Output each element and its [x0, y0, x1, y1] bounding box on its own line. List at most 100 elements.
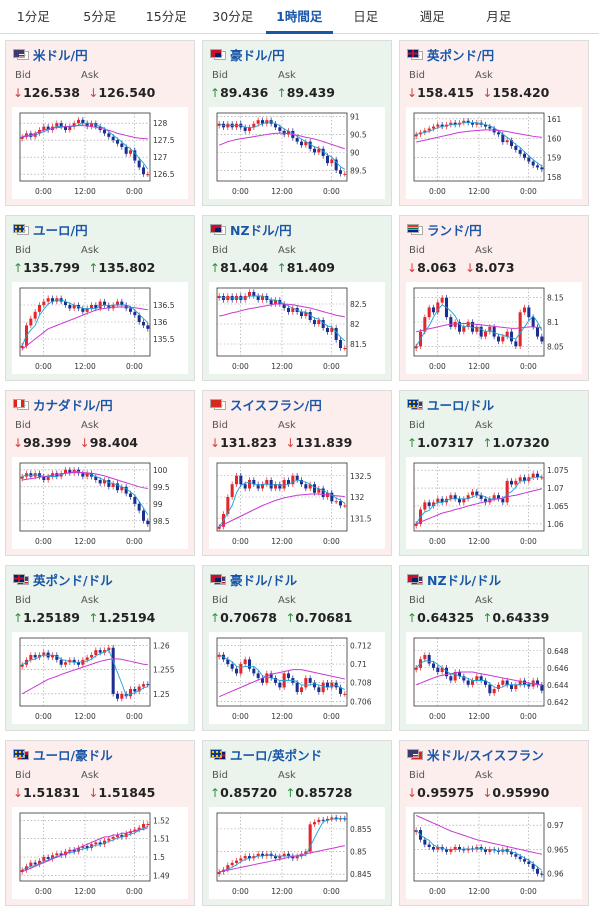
pair-name[interactable]: ランド/円 — [427, 222, 482, 238]
tab-4[interactable]: 1時間足 — [266, 0, 333, 34]
price-row: ↓98.399 ↓98.404 — [13, 435, 138, 450]
pair-name[interactable]: ユーロ/英ポンド — [230, 747, 323, 763]
card-title[interactable]: 英ポンド/円 — [407, 45, 494, 63]
bid-label: Bid — [212, 70, 228, 81]
card-title[interactable]: 米ドル/スイスフラン — [407, 745, 544, 763]
pair-name[interactable]: ユーロ/豪ドル — [33, 747, 113, 763]
tab-6[interactable]: 週足 — [419, 9, 445, 24]
candlestick-chart[interactable]: 0.97 0.965 0.96 0:00 12:00 0:00 — [406, 807, 582, 899]
candlestick-chart[interactable]: 136.5 136 135.5 0:00 12:00 0:00 — [12, 282, 188, 374]
card-title[interactable]: ランド/円 — [407, 220, 482, 238]
currency-card[interactable]: NZドル/円 Bid Ask ↑81.404 ↑81.409 82.5 82 81.… — [202, 215, 392, 381]
candle-body — [234, 668, 239, 674]
candlestick-chart[interactable]: 8.15 8.1 8.05 0:00 12:00 0:00 — [406, 282, 582, 374]
currency-card[interactable]: ランド/円 Bid Ask ↓8.063 ↓8.073 8.15 8.1 8.05 0… — [399, 215, 589, 381]
candle-body — [68, 659, 72, 663]
currency-card[interactable]: 英ポンド/円 Bid Ask ↓158.415 ↓158.420 161 160 1… — [399, 40, 589, 206]
candlestick-chart[interactable]: 0.855 0.85 0.845 0:00 12:00 0:00 — [209, 807, 385, 899]
candle-body — [63, 301, 68, 305]
candlestick-chart[interactable]: 91 90.5 90 89.5 0:00 12:00 0:00 — [209, 107, 385, 199]
pair-name[interactable]: スイスフラン/円 — [230, 397, 322, 413]
candle-body — [273, 678, 278, 683]
currency-card[interactable]: 米ドル/スイスフラン Bid Ask ↓0.95975 ↓0.95990 0.9… — [399, 740, 589, 906]
pair-name[interactable]: 英ポンド/円 — [427, 47, 495, 63]
candlestick-chart[interactable]: 1.26 1.255 1.25 0:00 12:00 0:00 — [12, 632, 188, 724]
down-arrow-icon: ↓ — [13, 436, 24, 450]
card-title[interactable]: ユーロ/英ポンド — [210, 745, 322, 763]
card-title[interactable]: 豪ドル/ドル — [210, 570, 297, 588]
currency-card[interactable]: ユーロ/英ポンド Bid Ask ↑0.85720 ↑0.85728 0.855… — [202, 740, 392, 906]
pair-name[interactable]: 米ドル/円 — [33, 47, 88, 63]
card-title[interactable]: 豪ドル/円 — [210, 45, 285, 63]
ask-price: 89.439 — [286, 85, 335, 100]
candlestick-chart[interactable]: 1.075 1.07 1.065 1.06 0:00 12:00 0:00 — [406, 457, 582, 549]
card-title[interactable]: カナダドル/円 — [13, 395, 113, 413]
y-tick-label: 90 — [350, 148, 360, 157]
down-arrow-icon: ↓ — [13, 786, 24, 800]
card-title[interactable]: スイスフラン/円 — [210, 395, 322, 413]
pair-name[interactable]: NZドル/円 — [230, 222, 292, 238]
card-title[interactable]: ユーロ/豪ドル — [13, 745, 113, 763]
candlestick-chart[interactable]: 1.52 1.51 1.5 1.49 0:00 12:00 0:00 — [12, 807, 188, 899]
tab-7[interactable]: 月足 — [486, 9, 512, 24]
currency-card[interactable]: 豪ドル/円 Bid Ask ↑89.436 ↑89.439 91 90.5 90 89… — [202, 40, 392, 206]
tab-3[interactable]: 30分足 — [212, 9, 254, 24]
tab-0[interactable]: 1分足 — [16, 9, 50, 24]
pair-name[interactable]: ユーロ/円 — [33, 222, 88, 238]
currency-card[interactable]: 米ドル/円 Bid Ask ↓126.538 ↓126.540 128 127.5… — [5, 40, 195, 206]
currency-card[interactable]: ユーロ/豪ドル Bid Ask ↓1.51831 ↓1.51845 1.52 1.… — [5, 740, 195, 906]
tab-5[interactable]: 日足 — [353, 9, 379, 24]
candle-body — [137, 686, 141, 692]
card-title[interactable]: NZドル/円 — [210, 220, 292, 238]
candle-body — [343, 348, 347, 349]
currency-card[interactable]: 英ポンド/ドル Bid Ask ↑1.25189 ↑1.25194 1.26 1.… — [5, 565, 195, 731]
currency-card[interactable]: ユーロ/円 Bid Ask ↑135.799 ↑135.802 136.5 136… — [5, 215, 195, 381]
candle-body — [282, 480, 286, 489]
up-arrow-icon: ↑ — [482, 436, 493, 450]
tab-1[interactable]: 5分足 — [83, 9, 117, 24]
candlestick-chart[interactable]: 161 160 159 158 0:00 12:00 0:00 — [406, 107, 582, 199]
pair-name[interactable]: 英ポンド/ドル — [33, 572, 113, 588]
candlestick-chart[interactable]: 100 99.5 99 98.5 0:00 12:00 0:00 — [12, 457, 188, 549]
candlestick-chart[interactable]: 0.648 0.646 0.644 0.642 0:00 12:00 0:00 — [406, 632, 582, 724]
candle-body — [453, 847, 457, 850]
candle-body — [535, 326, 540, 337]
card-title[interactable]: ユーロ/円 — [13, 220, 88, 238]
pair-name[interactable]: NZドル/ドル — [427, 572, 502, 588]
price-row: ↓0.95975 ↓0.95990 — [407, 785, 549, 800]
card-title[interactable]: NZドル/ドル — [407, 570, 501, 588]
pair-name[interactable]: 豪ドル/ドル — [230, 572, 298, 588]
candlestick-chart[interactable]: 128 127.5 127 126.5 0:00 12:00 0:00 — [12, 107, 188, 199]
candle-body — [343, 693, 347, 695]
short-moving-average-line — [219, 817, 345, 873]
pair-name[interactable]: ユーロ/ドル — [427, 397, 495, 413]
tab-2[interactable]: 15分足 — [145, 9, 187, 24]
card-title[interactable]: ユーロ/ドル — [407, 395, 494, 413]
candlestick-chart[interactable]: 132.5 132 131.5 0:00 12:00 0:00 — [209, 457, 385, 549]
candle-body — [295, 682, 299, 693]
card-title[interactable]: 英ポンド/ドル — [13, 570, 113, 588]
pair-name[interactable]: カナダドル/円 — [33, 397, 113, 413]
candlestick-chart[interactable]: 82.5 82 81.5 0:00 12:00 0:00 — [209, 282, 385, 374]
pair-name[interactable]: 豪ドル/円 — [230, 47, 285, 63]
up-arrow-icon: ↑ — [407, 436, 418, 450]
candle-body — [343, 173, 347, 175]
currency-card[interactable]: カナダドル/円 Bid Ask ↓98.399 ↓98.404 100 99.5 9… — [5, 390, 195, 556]
currency-card[interactable]: ユーロ/ドル Bid Ask ↑1.07317 ↑1.07320 1.075 1.… — [399, 390, 589, 556]
bid-label: Bid — [15, 420, 31, 431]
candle-body — [334, 328, 338, 340]
candlestick-chart[interactable]: 0.712 0.71 0.708 0.706 0:00 12:00 0:00 — [209, 632, 385, 724]
currency-card[interactable]: NZドル/ドル Bid Ask ↑0.64325 ↑0.64339 0.648 0… — [399, 565, 589, 731]
long-moving-average-line — [21, 658, 148, 695]
x-tick-label: 0:00 — [232, 712, 249, 721]
currency-card[interactable]: 豪ドル/ドル Bid Ask ↑0.70678 ↑0.70681 0.712 0.… — [202, 565, 392, 731]
bid-price: 158.415 — [417, 85, 474, 100]
candle-body — [518, 477, 522, 481]
currency-flag-icon — [210, 223, 226, 235]
candle-body — [252, 480, 256, 485]
card-title[interactable]: 米ドル/円 — [13, 45, 88, 63]
pair-name[interactable]: 米ドル/スイスフラン — [427, 747, 544, 763]
currency-card[interactable]: スイスフラン/円 Bid Ask ↓131.823 ↓131.839 132.5… — [202, 390, 392, 556]
y-tick-label: 100 — [153, 466, 168, 475]
candle-body — [265, 480, 269, 485]
